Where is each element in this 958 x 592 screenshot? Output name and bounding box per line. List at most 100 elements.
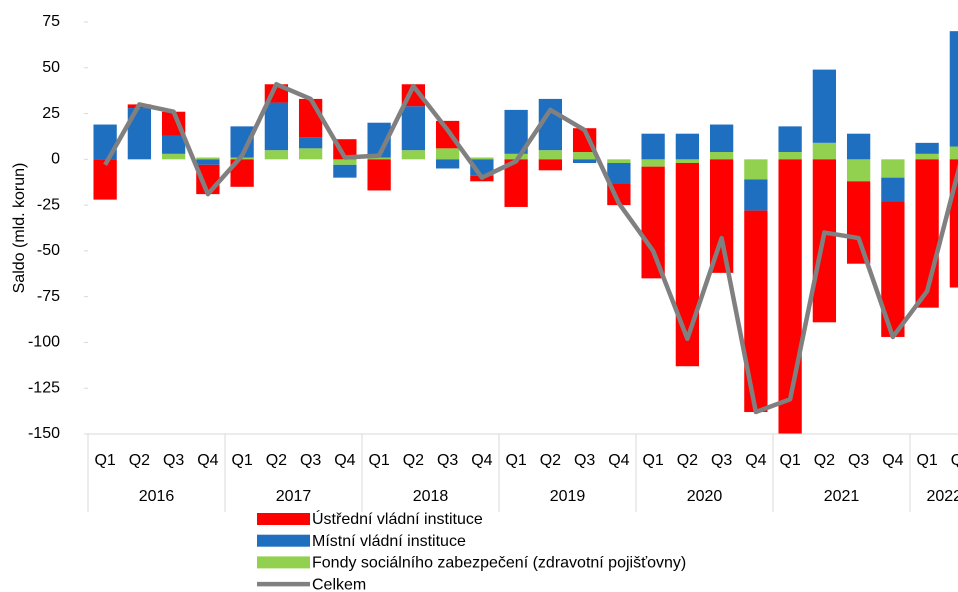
bar	[538, 150, 563, 160]
bar	[607, 159, 631, 163]
x-tick-label: Q1	[505, 452, 526, 469]
bar	[709, 159, 734, 273]
bar	[538, 159, 563, 171]
y-tick-label: 75	[42, 13, 60, 30]
x-tick-label: Q1	[916, 452, 937, 469]
bar	[230, 159, 254, 187]
bar	[504, 109, 528, 154]
y-tick-label: -125	[28, 379, 60, 396]
bar	[401, 150, 426, 160]
y-tick-label: -75	[37, 288, 60, 305]
bar	[298, 137, 323, 149]
bar	[915, 142, 939, 154]
x-tick-label: Q4	[471, 452, 492, 469]
bar	[333, 164, 357, 178]
bar	[264, 102, 289, 151]
legend-label: Místní vládní instituce	[312, 533, 466, 550]
group-label: 2020	[687, 488, 723, 505]
legend-swatch	[257, 534, 310, 547]
x-tick-label: Q4	[334, 452, 355, 469]
legend-label: Celkem	[312, 576, 366, 592]
y-tick-label: 25	[42, 105, 60, 122]
group-label: 2016	[139, 488, 175, 505]
bar	[264, 150, 289, 160]
x-tick-label: Q3	[574, 452, 595, 469]
bar	[846, 133, 871, 160]
x-tick-label: Q3	[300, 452, 321, 469]
group-label: 2017	[276, 488, 312, 505]
bar	[881, 159, 905, 178]
x-tick-label: Q2	[677, 452, 698, 469]
y-tick-label: -50	[37, 242, 60, 259]
bar	[949, 146, 958, 160]
x-tick-label: Q2	[266, 452, 287, 469]
y-axis-label: Saldo (mld. korun)	[11, 163, 28, 294]
x-tick-label: Q1	[642, 452, 663, 469]
bar	[915, 153, 939, 160]
bar	[744, 179, 768, 211]
group-label: 2022	[926, 488, 958, 505]
bar	[846, 181, 871, 264]
plot-area	[93, 31, 958, 434]
group-label: 2019	[550, 488, 586, 505]
bar	[504, 159, 528, 207]
legend-swatch	[257, 513, 310, 525]
bar	[949, 31, 958, 147]
bar	[367, 159, 391, 191]
bar	[367, 157, 391, 160]
bar	[161, 135, 186, 154]
bar	[812, 142, 837, 160]
bar	[709, 152, 734, 160]
bar	[881, 177, 905, 202]
x-tick-label: Q2	[814, 452, 835, 469]
bar	[161, 153, 186, 160]
bar	[881, 201, 905, 337]
x-tick-label: Q2	[951, 452, 958, 469]
x-tick-label: Q3	[711, 452, 732, 469]
bar	[812, 69, 837, 143]
x-tick-label: Q3	[848, 452, 869, 469]
x-tick-label: Q1	[368, 452, 389, 469]
bar	[435, 148, 460, 160]
y-tick-label: 50	[42, 59, 60, 76]
line-series	[103, 82, 958, 415]
bar	[298, 98, 323, 138]
bar	[470, 157, 494, 160]
legend-swatch	[257, 556, 310, 569]
x-tick-label: Q1	[231, 452, 252, 469]
bar	[333, 159, 357, 165]
legend-label: Fondy sociálního zabezpečení (zdravotní …	[312, 555, 686, 572]
group-label: 2018	[413, 488, 449, 505]
bar	[641, 159, 665, 167]
x-tick-label: Q2	[403, 452, 424, 469]
x-tick-label: Q1	[94, 452, 115, 469]
y-tick-label: 0	[51, 151, 60, 168]
bar	[298, 148, 323, 160]
bar	[607, 162, 631, 184]
bar	[401, 106, 426, 151]
bar	[230, 126, 254, 158]
x-tick-label: Q4	[197, 452, 218, 469]
y-tick-label: -150	[28, 425, 60, 442]
x-tick-label: Q2	[129, 452, 150, 469]
group-label: 2021	[824, 488, 860, 505]
bar	[744, 210, 768, 413]
x-tick-label: Q1	[779, 452, 800, 469]
bar	[675, 133, 700, 160]
bar	[504, 153, 528, 160]
x-tick-label: Q4	[608, 452, 629, 469]
bar	[846, 159, 871, 182]
bar	[641, 166, 665, 279]
bar	[196, 157, 220, 160]
x-tick-label: Q4	[882, 452, 903, 469]
bar	[778, 152, 802, 160]
bar	[435, 159, 460, 169]
y-tick-label: -100	[28, 334, 60, 351]
bar	[127, 108, 152, 160]
bar	[675, 159, 700, 163]
x-tick-label: Q2	[540, 452, 561, 469]
bar	[778, 126, 802, 153]
x-tick-label: Q3	[437, 452, 458, 469]
legend-label: Ústřední vládní instituce	[312, 509, 483, 528]
